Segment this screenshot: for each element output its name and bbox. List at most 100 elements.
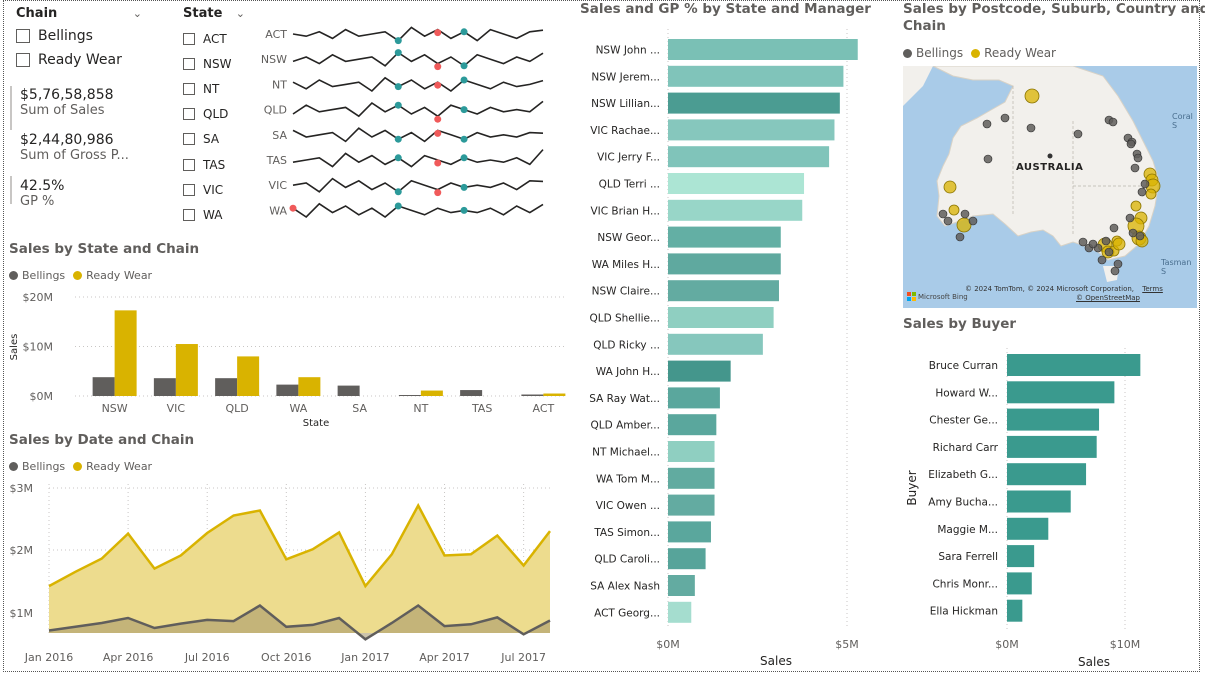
state-option-vic[interactable]: VIC [183,177,245,202]
manager-bar[interactable] [668,280,779,302]
manager-bar[interactable] [668,173,805,194]
bar-bellings[interactable] [460,390,483,396]
state-option-nt[interactable]: NT [183,76,245,101]
manager-bar[interactable] [668,521,711,543]
map-marker-bellings[interactable] [1125,213,1135,223]
map-marker-bellings[interactable] [955,232,965,242]
checkbox[interactable] [183,208,195,221]
state-option-act[interactable]: ACT [183,26,245,51]
map-marker-bellings[interactable] [943,216,953,226]
map-marker-bellings[interactable] [1109,223,1119,233]
bar-ready-wear[interactable] [543,393,566,396]
buyer-bar[interactable] [1007,463,1087,486]
map-marker-bellings[interactable] [1140,179,1150,189]
sales-map[interactable]: AUSTRALIA Coral S Tasman S © 2024 TomTom… [903,66,1197,308]
map-marker-bellings[interactable] [1088,239,1098,249]
checkbox[interactable] [183,57,195,70]
map-marker-bellings[interactable] [938,209,948,219]
buyer-bar[interactable] [1007,354,1141,376]
bar-bellings[interactable] [276,384,299,396]
line-bellings[interactable] [48,603,551,641]
map-marker-bellings[interactable] [983,154,993,164]
chain-option-ready-wear[interactable]: Ready Wear [16,52,142,68]
map-marker-bellings[interactable] [1026,123,1036,133]
map-marker-bellings[interactable] [1110,266,1120,276]
map-marker-ready-wear[interactable] [943,180,957,194]
map-marker-bellings[interactable] [1108,117,1118,127]
bar-ready-wear[interactable] [114,310,137,396]
checkbox[interactable] [183,183,195,196]
map-marker-bellings[interactable] [1073,129,1083,139]
state-option-nsw[interactable]: NSW [183,51,245,76]
manager-bar[interactable] [668,253,781,275]
manager-bar[interactable] [668,65,844,87]
manager-bar[interactable] [668,548,706,570]
map-marker-ready-wear[interactable] [948,204,960,216]
map-marker-bellings[interactable] [1133,153,1143,163]
line-ready-wear[interactable] [48,502,551,589]
map-canvas[interactable] [903,66,1197,308]
checkbox[interactable] [16,53,30,67]
manager-bar[interactable] [668,414,717,436]
bar-ready-wear[interactable] [237,356,260,396]
area-bellings[interactable] [49,605,550,640]
terms-link[interactable]: Terms [1142,285,1163,293]
manager-bar[interactable] [668,146,830,168]
manager-bar[interactable] [668,307,774,328]
manager-bar[interactable] [668,39,858,60]
map-marker-ready-wear[interactable] [1130,200,1142,212]
map-marker-ready-wear[interactable] [1024,88,1040,104]
manager-bar[interactable] [668,601,692,623]
area-ready-wear[interactable] [49,505,550,634]
chevron-down-icon[interactable]: ⌄ [132,6,142,20]
buyer-bar[interactable] [1007,408,1100,431]
checkbox[interactable] [183,32,195,45]
manager-bar[interactable] [668,387,720,409]
map-marker-bellings[interactable] [1130,163,1140,173]
bar-ready-wear[interactable] [298,377,321,396]
chain-option-bellings[interactable]: Bellings [16,28,142,44]
manager-bar[interactable] [668,119,835,141]
buyer-bar[interactable] [1007,517,1049,540]
map-marker-ready-wear[interactable] [1112,237,1126,251]
checkbox[interactable] [183,108,195,121]
buyer-bar[interactable] [1007,490,1071,513]
map-marker-bellings[interactable] [1097,255,1107,265]
manager-bar[interactable] [668,92,840,114]
manager-bar[interactable] [668,494,715,516]
bar-ready-wear[interactable] [420,390,443,396]
map-marker-bellings[interactable] [1078,237,1088,247]
buyer-bar[interactable] [1007,381,1115,404]
manager-bar[interactable] [668,467,715,489]
map-marker-bellings[interactable] [960,209,970,219]
bar-bellings[interactable] [153,378,176,396]
map-marker-bellings[interactable] [968,216,978,226]
state-option-wa[interactable]: WA [183,202,245,227]
buyer-bar[interactable] [1007,599,1023,622]
bar-bellings[interactable] [215,378,238,396]
map-marker-bellings[interactable] [982,119,992,129]
map-marker-bellings[interactable] [1135,231,1145,241]
map-marker-bellings[interactable] [1126,139,1136,149]
checkbox[interactable] [183,82,195,95]
map-marker-bellings[interactable] [1104,247,1114,257]
map-marker-bellings[interactable] [1137,187,1147,197]
osm-link[interactable]: © OpenStreetMap [1076,294,1140,302]
chevron-down-icon[interactable]: ⌄ [235,6,245,20]
state-option-sa[interactable]: SA [183,127,245,152]
checkbox[interactable] [16,29,30,43]
buyer-bar[interactable] [1007,545,1035,568]
checkbox[interactable] [183,133,195,146]
buyer-bar[interactable] [1007,435,1097,458]
buyer-bar[interactable] [1007,572,1032,595]
manager-bar[interactable] [668,441,715,462]
map-marker-bellings[interactable] [1000,113,1010,123]
state-option-tas[interactable]: TAS [183,152,245,177]
map-marker-ready-wear[interactable] [1145,188,1157,200]
map-marker-bellings[interactable] [1101,236,1111,246]
manager-bar[interactable] [668,226,781,248]
bar-bellings[interactable] [92,377,115,396]
bar-ready-wear[interactable] [175,344,198,396]
state-option-qld[interactable]: QLD [183,102,245,127]
manager-bar[interactable] [668,333,763,355]
